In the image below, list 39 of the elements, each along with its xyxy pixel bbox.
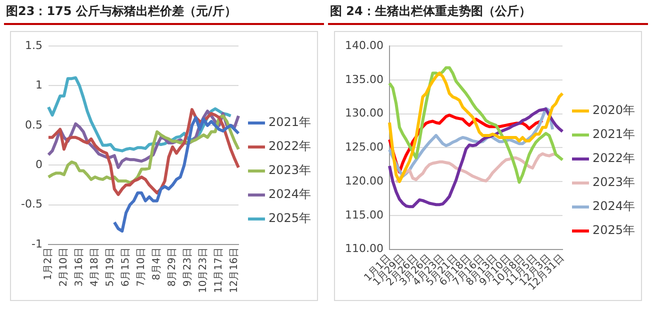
chart-title: 图 24：生猪出栏体重走势图（公斤） [328,0,648,25]
legend-label: 2020年 [592,103,636,118]
chart-title: 图23：175 公斤与标猪出栏价差（元/斤） [4,0,324,25]
x-tick-label: 9月23日 [182,248,194,287]
legend-label: 2025年 [592,223,636,238]
y-tick-label: 110.00 [344,242,384,256]
y-tick-label: 120.00 [344,174,384,188]
legend-label: 2021年 [592,127,636,142]
x-tick-label: 8月29日 [167,248,178,287]
y-tick-label: 125.00 [344,140,384,154]
legend-label: 2021年 [268,115,312,130]
y-tick-label: -1 [31,237,42,250]
y-tick-label: 140.00 [344,38,384,52]
y-tick-label: 1.5 [24,38,42,52]
y-tick-label: 115.00 [344,208,384,222]
x-tick-label: 12月16日 [229,248,240,294]
legend-label: 2022年 [592,151,636,166]
legend-label: 2022年 [268,139,312,154]
legend-label: 2024年 [268,187,312,202]
y-tick-label: 0 [35,158,42,171]
x-tick-label: 4月18日 [90,248,101,287]
y-tick-label: 0.5 [24,118,42,132]
legend-label: 2024年 [592,199,636,214]
y-tick-label: 135.00 [344,72,384,86]
x-tick-label: 6月15日 [120,248,132,287]
x-tick-label: 10月23日 [198,248,210,294]
x-tick-label: 5月19日 [105,248,116,287]
x-tick-label: 2月10日 [58,248,70,287]
y-tick-label: -0.5 [20,198,42,211]
x-tick-label: 3月16日 [74,248,86,287]
y-tick-label: 130.00 [344,106,384,120]
legend-label: 2023年 [592,175,636,190]
x-tick-label: 8月4日 [152,248,163,280]
y-tick-label: 1 [35,78,42,92]
legend-label: 2023年 [268,163,312,178]
x-tick-label: 7月10日 [136,248,148,287]
x-tick-label: 11月17日 [214,248,225,294]
x-tick-label: 1月2日 [43,248,54,280]
legend-label: 2025年 [268,211,312,226]
